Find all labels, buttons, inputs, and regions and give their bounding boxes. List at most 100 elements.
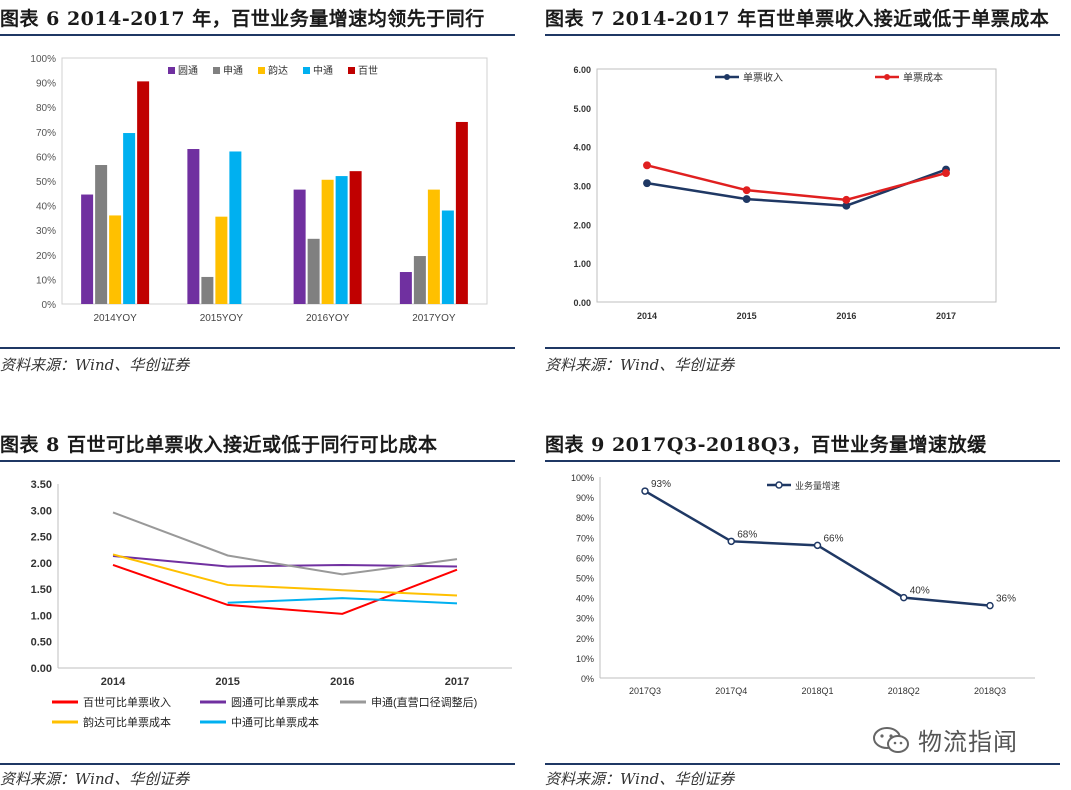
legend-marker (775, 481, 783, 489)
x-tick-label: 2016 (836, 311, 856, 321)
bar (335, 176, 348, 304)
bar (321, 179, 334, 304)
bar (413, 256, 426, 304)
legend-swatch (168, 67, 175, 74)
x-tick-label: 2015 (737, 311, 757, 321)
bar (109, 215, 122, 304)
legend-label: 申通(直营口径调整后) (371, 695, 477, 709)
figure-7-source: 资料来源：Wind、华创证券 (545, 356, 735, 374)
data-label: 40% (910, 586, 930, 597)
bar (293, 189, 306, 304)
x-tick-label: 2014 (637, 311, 657, 321)
data-point (643, 179, 651, 188)
series-line (227, 597, 458, 605)
x-tick-label: 2018Q2 (888, 686, 920, 696)
data-label: 36% (996, 594, 1016, 605)
y-tick-label: 2.00 (31, 558, 52, 570)
figure-8-source: 资料来源：Wind、华创证券 (0, 770, 190, 788)
x-tick-label: 2014YOY (93, 313, 137, 324)
y-tick-label: 3.00 (31, 505, 52, 517)
legend-label: 申通 (223, 64, 243, 77)
figure-8-title-rule (0, 460, 515, 462)
y-tick-label: 80% (576, 513, 594, 523)
x-tick-label: 2017 (936, 311, 956, 321)
x-tick-label: 2018Q3 (974, 686, 1006, 696)
watermark-text: 物流指闻 (918, 728, 1018, 756)
y-tick-label: 3.00 (573, 182, 591, 192)
y-tick-label: 90% (36, 79, 56, 90)
bar (455, 121, 468, 305)
legend-label: 单票收入 (743, 71, 783, 84)
y-tick-label: 0% (42, 300, 57, 311)
legend-label: 中通 (313, 64, 333, 77)
legend-label: 韵达可比单票成本 (83, 715, 171, 729)
x-tick-label: 2015YOY (200, 313, 244, 324)
legend-marker (884, 74, 890, 80)
data-point (942, 169, 950, 178)
y-tick-label: 0.00 (573, 298, 591, 308)
legend-label: 中通可比单票成本 (231, 715, 319, 729)
figure-6-title-rule (0, 34, 515, 36)
data-point (813, 541, 822, 550)
y-tick-label: 6.00 (573, 65, 591, 75)
bar (215, 216, 228, 304)
chart-figure-9: 0% 10% 20% 30% 40% 50% 60% 70% 80% 90% 100% 2017Q3 2… (571, 473, 1035, 696)
y-tick-label: 60% (576, 553, 594, 563)
bar (201, 276, 214, 304)
legend-label: 业务量增速 (795, 480, 840, 491)
series-line (646, 164, 947, 202)
y-tick-label: 3.50 (31, 479, 52, 491)
y-tick-label: 4.00 (573, 143, 591, 153)
panel-figure-8: 图表 8 百世可比单票收入接近或低于同行可比成本 0.00 0.50 1.00 1.5… (0, 426, 515, 790)
legend-label: 韵达 (268, 64, 288, 77)
data-point (842, 195, 851, 204)
wechat-icon (873, 726, 909, 753)
y-tick-label: 30% (36, 226, 56, 237)
x-tick-label: 2017 (445, 676, 469, 688)
figure-7-title-rule (545, 34, 1060, 36)
y-tick-label: 50% (576, 574, 594, 584)
figure-9-bottom-rule (545, 763, 1060, 765)
chart-figure-7: 0.00 1.00 2.00 3.00 4.00 5.00 6.00 2014 2015 2016… (573, 65, 997, 321)
figure-6-title: 图表 6 2014-2017 年，百世业务量增速均领先于同行 (0, 8, 485, 30)
bar (229, 151, 242, 304)
y-tick-label: 1.00 (573, 259, 591, 269)
plot-frame (61, 57, 488, 305)
y-tick-label: 60% (36, 152, 56, 163)
legend-swatch (258, 67, 265, 74)
y-tick-label: 10% (576, 654, 594, 664)
series-line (112, 564, 458, 615)
data-point (900, 593, 908, 602)
bar (123, 133, 136, 304)
figure-8-title: 图表 8 百世可比单票收入接近或低于同行可比成本 (0, 434, 438, 456)
figure-6-bottom-rule (0, 347, 515, 349)
y-tick-label: 2.50 (31, 532, 52, 544)
panel-figure-7: 图表 7 2014-2017 年百世单票收入接近或低于单票成本 0.00 1.00… (545, 0, 1060, 380)
legend-marker (724, 74, 730, 80)
y-tick-label: 30% (576, 614, 594, 624)
data-point (742, 186, 751, 195)
chart-figure-6: 0% 10% 20% 30% 40% 50% 60% 70% 80% 90% 100% 2014YOY… (30, 54, 488, 324)
data-point (742, 195, 751, 204)
y-tick-label: 2.00 (573, 220, 591, 230)
data-point (986, 601, 994, 610)
legend-label: 百世可比单票收入 (83, 695, 171, 709)
y-tick-label: 70% (36, 128, 56, 139)
x-tick-label: 2017Q4 (715, 686, 747, 696)
legend-label: 单票成本 (903, 71, 943, 84)
x-tick-label: 2018Q1 (801, 686, 833, 696)
y-tick-label: 90% (576, 493, 594, 503)
y-tick-label: 0% (581, 674, 594, 684)
y-tick-label: 20% (576, 634, 594, 644)
bar (95, 165, 108, 304)
plot-frame (596, 68, 997, 303)
y-tick-label: 1.00 (31, 610, 52, 622)
y-tick-label: 0.00 (31, 663, 52, 675)
y-tick-label: 80% (36, 103, 56, 114)
bar (137, 81, 150, 304)
y-tick-label: 1.50 (31, 584, 52, 596)
y-tick-label: 40% (576, 594, 594, 604)
x-tick-label: 2016 (330, 676, 354, 688)
y-tick-label: 70% (576, 533, 594, 543)
bar (349, 171, 362, 304)
